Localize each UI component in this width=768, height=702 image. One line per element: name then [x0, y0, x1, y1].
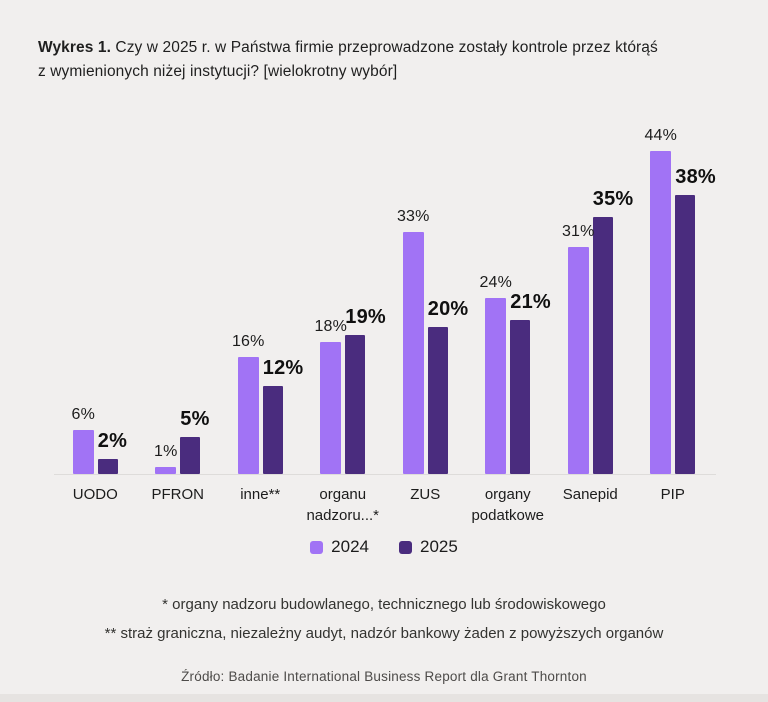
chart-title-line1: Czy w 2025 r. w Państwa firmie przeprowa… [111, 39, 658, 56]
chart-title-line2: z wymienionych niżej instytucji? [wielok… [38, 63, 398, 81]
category-label-3: organu nadzoru...* [306, 486, 380, 524]
category-label-6: Sanepid [562, 486, 618, 503]
value-label-2025-5: 21% [510, 291, 551, 313]
bar-2024-5 [485, 298, 507, 474]
source-note: Źródło: Badanie International Business R… [181, 669, 587, 684]
bar-2025-3 [345, 334, 366, 474]
category-label-5: organy podatkowe [471, 486, 545, 524]
chart-group-organy-podatkowe: 24% 21% [467, 144, 551, 474]
bar-2024-6 [567, 246, 589, 474]
legend: 2024 2025 [0, 537, 768, 557]
bar-2025-4 [427, 327, 448, 474]
chart-title-prefix: Wykres 1. [38, 39, 111, 56]
bar-2024-3 [320, 342, 342, 474]
bar-pair: 18% 19% [314, 144, 386, 474]
legend-item-2025: 2025 [399, 537, 458, 557]
value-label-2025-7: 38% [675, 166, 716, 189]
value-label-2025-6: 35% [592, 188, 634, 211]
chart-group-PIP: 44% 38% [632, 127, 716, 474]
bar-2025-2 [262, 386, 283, 474]
value-label-2024-0: 6% [71, 406, 96, 423]
category-label-0: UODO [72, 486, 118, 503]
value-label-2024-5: 24% [479, 274, 513, 291]
category-label-4: ZUS [410, 486, 441, 503]
value-label-2025-3: 19% [345, 305, 386, 328]
bar-2025-7 [675, 195, 696, 474]
legend-label-2025: 2025 [420, 537, 458, 556]
category-label-7: PIP [660, 486, 685, 503]
bar-pair: 44% 38% [644, 127, 716, 474]
value-label-2024-6: 31% [561, 222, 595, 240]
footnotes: * organy nadzoru budowlanego, techniczne… [0, 590, 768, 648]
bar-2024-7 [650, 151, 672, 474]
chart-group-inne-: 16% 12% [219, 144, 303, 474]
chart-group-Sanepid: 31% 35% [549, 144, 633, 474]
value-label-2024-7: 44% [644, 127, 678, 145]
bar-pair: 24% 21% [479, 144, 551, 474]
bar-2025-6 [592, 217, 613, 474]
category-label-1: PFRON [151, 486, 205, 503]
bar-2025-1 [180, 437, 201, 474]
bar-pair: 16% 12% [232, 144, 303, 474]
bar-2025-5 [510, 320, 531, 474]
chart-title: Wykres 1. Czy w 2025 r. w Państwa firmie… [38, 36, 738, 84]
value-label-2025-2: 12% [262, 357, 304, 379]
value-label-2024-2: 16% [231, 332, 265, 350]
footnote-1: * organy nadzoru budowlanego, techniczne… [162, 596, 606, 613]
bar-pair: 1% 5% [153, 144, 209, 474]
value-label-2025-4: 20% [427, 298, 469, 321]
category-label-2: inne** [240, 486, 281, 503]
legend-swatch-2024 [310, 540, 324, 554]
value-label-2024-4: 33% [396, 208, 430, 225]
chart-group-organu-nadzoru-: 18% 19% [302, 144, 386, 474]
bar-2024-1 [155, 466, 177, 474]
legend-item-2024: 2024 [310, 537, 369, 557]
bar-pair: 6% 2% [71, 144, 127, 474]
value-label-2024-3: 18% [314, 318, 348, 335]
bar-groups: 6% 2% 1% 5% 16% 12% 18% 19% 33% 20% 24% 21% 31% 35% 44… [54, 127, 716, 474]
bar-pair: 33% 20% [397, 144, 468, 474]
chart-group-PFRON: 1% 5% [137, 144, 220, 474]
value-label-2025-1: 5% [180, 408, 210, 431]
chart-group-UODO: 6% 2% [54, 144, 137, 474]
bar-2025-0 [97, 459, 118, 474]
x-axis-line [54, 474, 716, 475]
legend-swatch-2025 [399, 540, 412, 554]
bar-2024-0 [72, 430, 94, 474]
bar-2024-4 [402, 232, 424, 474]
value-label-2024-1: 1% [153, 442, 178, 460]
bar-2024-2 [237, 356, 259, 474]
legend-label-2024: 2024 [331, 537, 369, 556]
bottom-edge-strip [0, 694, 768, 702]
bar-pair: 31% 35% [562, 144, 633, 474]
footnote-2: ** straż graniczna, niezależny audyt, na… [104, 625, 664, 642]
value-label-2025-0: 2% [97, 430, 128, 453]
chart-group-ZUS: 33% 20% [384, 144, 468, 474]
category-labels-row: UODO PFRON inne** organu nadzoru...* ZUS orga… [54, 484, 714, 526]
